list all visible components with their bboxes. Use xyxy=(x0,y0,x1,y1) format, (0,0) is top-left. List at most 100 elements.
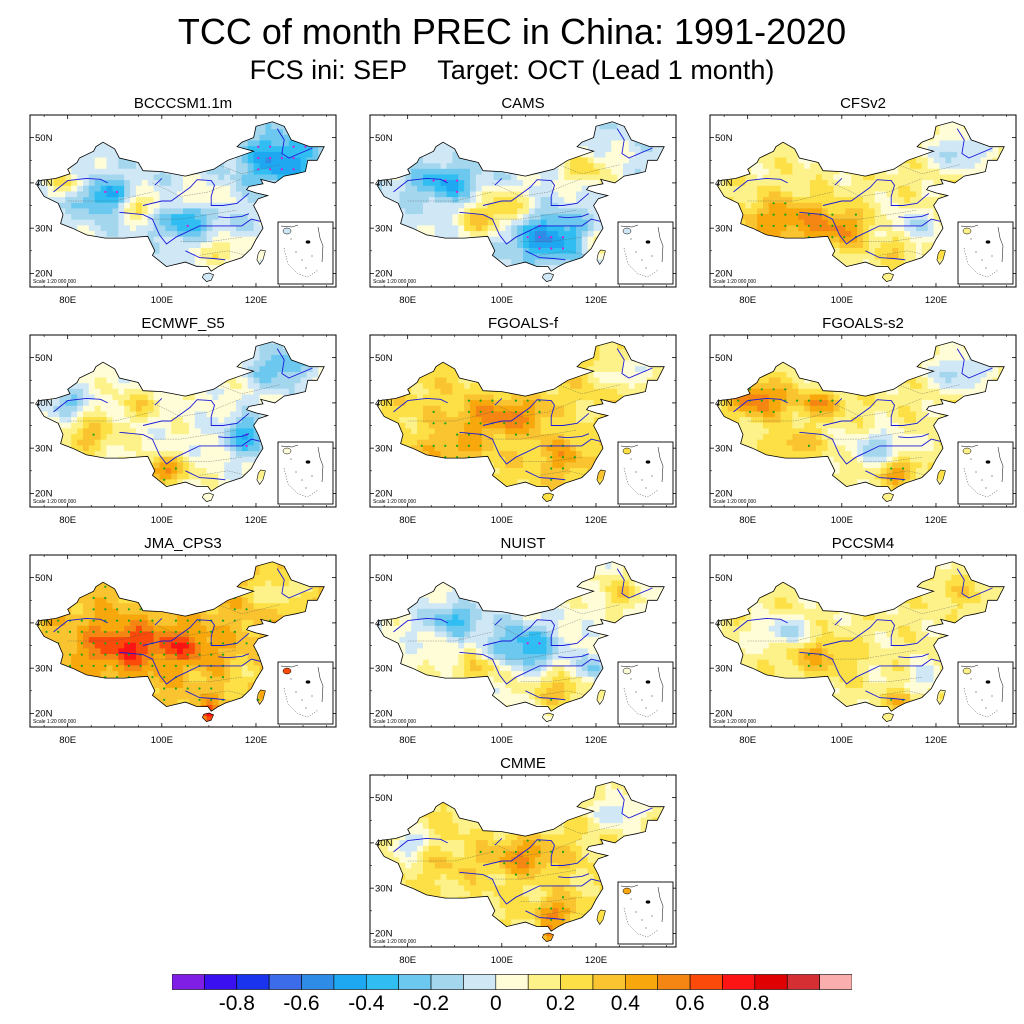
china-outline xyxy=(36,341,325,492)
south-china-sea-inset xyxy=(957,661,1014,725)
lat-tick-label: 20N xyxy=(375,269,393,280)
scale-text: Scale 1:20 000 000 xyxy=(33,499,76,505)
colorbar-label: 0 xyxy=(490,992,502,1015)
lon-tick-label: 80E xyxy=(739,515,756,526)
taiwan-outline xyxy=(256,469,266,485)
colorbar-swatch xyxy=(786,974,820,990)
lat-tick-label: 30N xyxy=(375,663,393,674)
lon-tick-label: 120E xyxy=(585,955,607,966)
lon-tick-label: 120E xyxy=(245,295,267,306)
lon-tick-label: 120E xyxy=(925,295,947,306)
lat-tick-label: 50N xyxy=(715,353,733,364)
lat-tick-label: 20N xyxy=(715,269,733,280)
lat-tick-label: 40N xyxy=(375,838,393,849)
lat-tick-label: 40N xyxy=(35,398,53,409)
map-frame xyxy=(709,554,1017,728)
panel-title: NUIST xyxy=(500,535,546,552)
colorbar-swatch xyxy=(495,974,529,990)
rivers xyxy=(393,568,653,701)
map-panel: FGOALS-f 80E 100E 120E 50N 40N 30N 20N Scale 1:2… xyxy=(369,315,710,530)
significance-dots xyxy=(104,145,307,227)
map-panel: NUIST 80E 100E 120E 50N 40N 30N 20N Scale 1:20 0… xyxy=(369,535,710,750)
hainan-outline xyxy=(541,492,555,502)
panel-title: CMME xyxy=(500,755,546,772)
hainan-outline xyxy=(201,492,215,502)
taiwan-outline xyxy=(596,249,606,265)
colorbar-swatch xyxy=(398,974,432,990)
china-outline xyxy=(376,341,665,492)
lon-tick-label: 100E xyxy=(831,515,853,526)
lon-tick-label: 120E xyxy=(585,515,607,526)
colorbar-swatch xyxy=(333,974,367,990)
figure-title: TCC of month PREC in China: 1991-2020 xyxy=(177,11,847,52)
hainan-outline xyxy=(541,272,555,282)
significance-dots xyxy=(526,642,553,701)
south-china-sea-inset xyxy=(957,441,1014,505)
lat-tick-label: 40N xyxy=(375,618,393,629)
lat-tick-label: 30N xyxy=(35,443,53,454)
lat-tick-label: 40N xyxy=(715,178,733,189)
province-boundaries xyxy=(407,384,620,476)
colorbar-swatch xyxy=(592,974,626,990)
panel-title: CAMS xyxy=(501,95,545,112)
lat-tick-label: 20N xyxy=(35,269,53,280)
china-outline xyxy=(376,121,665,272)
china-outline xyxy=(716,121,1005,272)
lat-tick-label: 30N xyxy=(35,663,53,674)
lon-tick-label: 100E xyxy=(831,735,853,746)
province-boundaries xyxy=(747,164,960,256)
rivers xyxy=(53,568,313,701)
map-frame xyxy=(709,114,1017,288)
lon-tick-label: 100E xyxy=(491,955,513,966)
lat-tick-label: 30N xyxy=(375,883,393,894)
map-frame xyxy=(369,114,677,288)
south-china-sea-inset xyxy=(617,881,674,945)
rivers xyxy=(733,568,993,701)
rivers xyxy=(393,348,653,481)
colorbar-label: 0.2 xyxy=(546,992,575,1015)
lat-tick-label: 30N xyxy=(375,443,393,454)
hainan-outline xyxy=(541,932,555,942)
lat-tick-label: 50N xyxy=(35,353,53,364)
panel-title: CFSv2 xyxy=(840,95,886,112)
lon-tick-label: 120E xyxy=(585,735,607,746)
lon-tick-label: 100E xyxy=(831,295,853,306)
china-outline xyxy=(376,781,665,932)
china-outline xyxy=(36,121,325,272)
lon-tick-label: 100E xyxy=(491,295,513,306)
hainan-outline xyxy=(881,492,895,502)
map-frame xyxy=(369,774,677,948)
hainan-outline xyxy=(881,712,895,722)
colorbar-swatch xyxy=(430,974,464,990)
figure-subtitle: FCS ini: SEP Target: OCT (Lead 1 month) xyxy=(0,54,1024,86)
lon-tick-label: 80E xyxy=(399,735,416,746)
colorbar-swatch xyxy=(722,974,756,990)
colorbar-label: 0.6 xyxy=(675,992,704,1015)
scale-text: Scale 1:20 000 000 xyxy=(33,719,76,725)
panel-title: ECMWF_S5 xyxy=(141,315,225,332)
colorbar-swatch xyxy=(625,974,659,990)
map-frame xyxy=(29,554,337,728)
south-china-sea-inset xyxy=(617,441,674,505)
province-boundaries xyxy=(67,604,280,696)
map-frame xyxy=(29,334,337,508)
colorbar: -0.8 -0.6 -0.4 -0.2 0 0.2 0.4 0.6 0.8 xyxy=(172,974,852,1019)
lon-tick-label: 120E xyxy=(245,515,267,526)
lat-tick-label: 40N xyxy=(715,618,733,629)
colorbar-swatch xyxy=(527,974,561,990)
rivers xyxy=(53,128,313,261)
lat-tick-label: 20N xyxy=(375,929,393,940)
lat-tick-label: 50N xyxy=(375,133,393,144)
lat-tick-label: 40N xyxy=(35,618,53,629)
scale-text: Scale 1:20 000 000 xyxy=(373,719,416,725)
scale-text: Scale 1:20 000 000 xyxy=(373,939,416,945)
china-outline xyxy=(376,561,665,712)
china-outline xyxy=(36,561,325,712)
hainan-outline xyxy=(201,712,215,722)
rivers xyxy=(393,128,653,261)
